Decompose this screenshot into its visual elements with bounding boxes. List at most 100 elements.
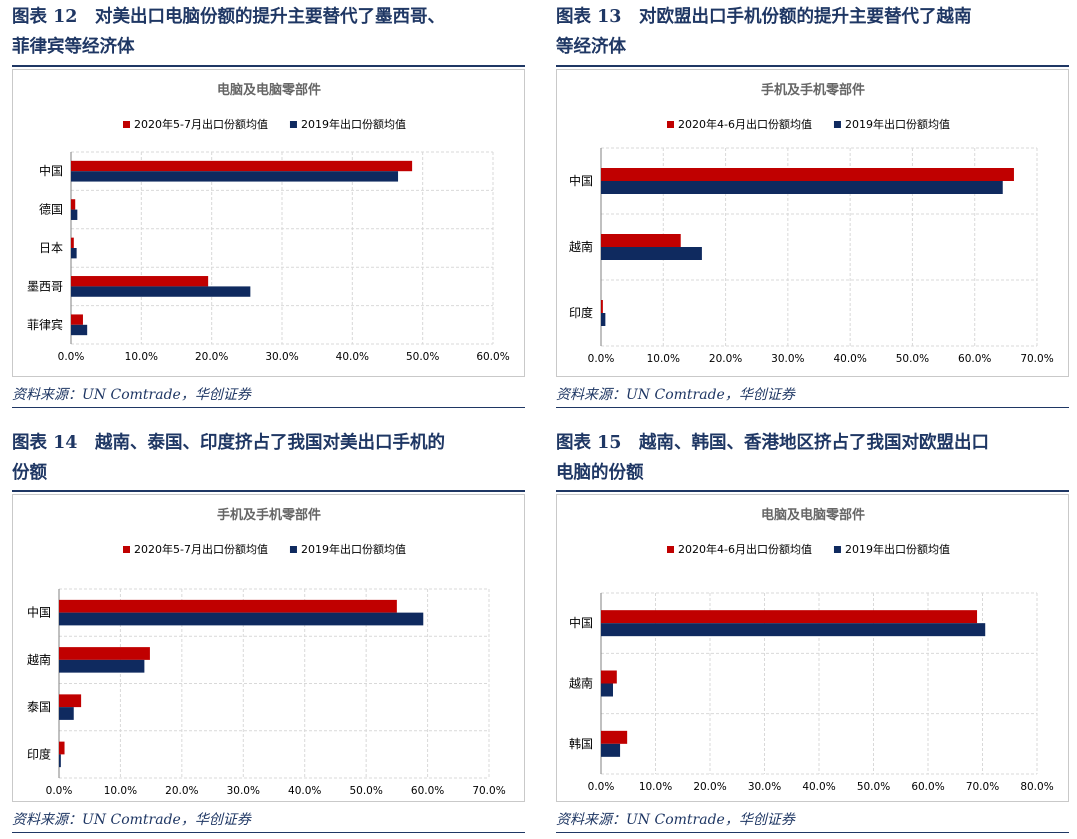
bar: [601, 683, 613, 697]
figure-title-line-2: 电脑的份额: [556, 463, 644, 483]
bar: [601, 623, 986, 637]
chart-title: 手机及手机零部件: [217, 507, 321, 523]
source-underline: [556, 407, 1069, 408]
category-label: 泰国: [27, 700, 51, 714]
figure-12-panel: 图表 12 对美出口电脑份额的提升主要替代了墨西哥、 菲律宾等经济体 电脑及电脑…: [12, 0, 525, 415]
category-label: 越南: [27, 652, 51, 667]
category-label: 韩国: [569, 736, 593, 751]
chart-frame: 电脑及电脑零部件 2020年4-6月出口份额均值 2019年出口份额均值 0.0% 10…: [556, 494, 1069, 802]
figure-title-line-2: 菲律宾等经济体: [12, 37, 135, 57]
chart-frame: 手机及手机零部件 2020年4-6月出口份额均值 2019年出口份额均值 0.0% 10…: [556, 69, 1069, 377]
bar: [71, 314, 83, 325]
x-tick-label: 70.0%: [1020, 353, 1053, 365]
legend-label: 2019年出口份额均值: [845, 117, 950, 131]
source-note: 资料来源：UN Comtrade，华创证券: [12, 812, 251, 828]
legend-label: 2019年出口份额均值: [301, 542, 406, 556]
x-tick-label: 60.0%: [911, 781, 944, 793]
x-tick-label: 10.0%: [647, 353, 680, 365]
chart-frame: 手机及手机零部件 2020年5-7月出口份额均值 2019年出口份额均值 0.0% 10…: [12, 494, 525, 802]
bar: [59, 612, 424, 626]
x-tick-label: 50.0%: [857, 781, 890, 793]
x-tick-label: 20.0%: [195, 351, 228, 363]
category-label: 墨西哥: [27, 279, 63, 293]
x-tick-label: 20.0%: [709, 353, 742, 365]
bar: [59, 741, 65, 755]
legend-label: 2019年出口份额均值: [845, 542, 950, 556]
x-tick-label: 10.0%: [639, 781, 672, 793]
x-tick-label: 50.0%: [349, 785, 382, 797]
figure-title: 图表 12 对美出口电脑份额的提升主要替代了墨西哥、 菲律宾等经济体: [12, 2, 525, 62]
category-label: 中国: [27, 605, 51, 620]
figure-title: 图表 15 越南、韩国、香港地区挤占了我国对欧盟出口 电脑的份额: [556, 428, 1069, 488]
bar-chart: 电脑及电脑零部件 2020年4-6月出口份额均值 2019年出口份额均值 0.0% 10…: [569, 507, 1054, 793]
category-label: 越南: [569, 239, 593, 254]
chart-title: 手机及手机零部件: [761, 82, 865, 98]
bar-chart: 手机及手机零部件 2020年5-7月出口份额均值 2019年出口份额均值 0.0% 10…: [27, 507, 506, 797]
bar: [71, 324, 88, 336]
title-underline: [556, 65, 1069, 67]
category-label: 日本: [39, 241, 63, 255]
x-tick-label: 40.0%: [288, 785, 321, 797]
legend-swatch: [667, 121, 674, 128]
chart-title: 电脑及电脑零部件: [217, 82, 321, 98]
source-note: 资料来源：UN Comtrade，华创证券: [12, 387, 251, 403]
legend-label: 2020年5-7月出口份额均值: [134, 117, 268, 131]
x-tick-label: 0.0%: [588, 781, 615, 793]
bar: [601, 181, 1003, 194]
category-label: 菲律宾: [27, 317, 63, 332]
category-label: 越南: [569, 676, 593, 691]
bar: [601, 300, 603, 313]
bar: [601, 743, 621, 757]
x-tick-label: 60.0%: [476, 351, 509, 363]
x-tick-label: 0.0%: [58, 351, 85, 363]
bar: [71, 160, 413, 172]
category-label: 中国: [569, 173, 593, 188]
source-underline: [556, 832, 1069, 833]
x-tick-label: 30.0%: [748, 781, 781, 793]
source-note: 资料来源：UN Comtrade，华创证券: [556, 387, 795, 403]
bar: [59, 647, 150, 660]
bar-chart: 电脑及电脑零部件 2020年5-7月出口份额均值 2019年出口份额均值 0.0% 10…: [27, 82, 510, 363]
x-tick-label: 0.0%: [588, 353, 615, 365]
bar: [601, 730, 628, 744]
bar: [601, 313, 606, 326]
legend-swatch: [667, 546, 674, 553]
x-tick-label: 20.0%: [165, 785, 198, 797]
figure-title-line-2: 等经济体: [556, 37, 626, 57]
legend-swatch: [289, 121, 297, 128]
figure-title: 图表 14 越南、泰国、印度挤占了我国对美出口手机的 份额: [12, 428, 525, 488]
bar: [601, 168, 1014, 181]
legend-swatch: [123, 546, 130, 553]
bar: [601, 247, 702, 260]
x-tick-label: 50.0%: [406, 351, 439, 363]
x-tick-label: 60.0%: [411, 785, 444, 797]
chart-frame: 电脑及电脑零部件 2020年5-7月出口份额均值 2019年出口份额均值 0.0% 10…: [12, 69, 525, 377]
legend-label: 2020年5-7月出口份额均值: [134, 542, 268, 556]
bar: [601, 234, 681, 247]
source-underline: [12, 832, 525, 833]
x-tick-label: 30.0%: [771, 353, 804, 365]
bar: [59, 659, 145, 673]
x-tick-label: 40.0%: [336, 351, 369, 363]
x-tick-label: 40.0%: [833, 353, 866, 365]
x-tick-label: 70.0%: [472, 785, 505, 797]
bar: [59, 707, 74, 720]
legend-label: 2020年4-6月出口份额均值: [678, 117, 812, 131]
bar: [71, 237, 74, 248]
bar: [71, 286, 251, 297]
title-underline: [12, 490, 525, 492]
legend-swatch: [833, 121, 841, 128]
x-tick-label: 20.0%: [693, 781, 726, 793]
category-label: 印度: [569, 305, 593, 320]
bar: [71, 199, 76, 210]
source-note: 资料来源：UN Comtrade，华创证券: [556, 812, 795, 828]
figure-title: 图表 13 对欧盟出口手机份额的提升主要替代了越南 等经济体: [556, 2, 1069, 62]
figure-15-panel: 图表 15 越南、韩国、香港地区挤占了我国对欧盟出口 电脑的份额 电脑及电脑零部…: [556, 426, 1069, 839]
x-tick-label: 10.0%: [125, 351, 158, 363]
x-tick-label: 40.0%: [802, 781, 835, 793]
legend-swatch: [123, 121, 130, 128]
bar: [71, 209, 78, 220]
bar: [59, 599, 397, 613]
legend-swatch: [289, 546, 297, 553]
source-underline: [12, 407, 525, 408]
